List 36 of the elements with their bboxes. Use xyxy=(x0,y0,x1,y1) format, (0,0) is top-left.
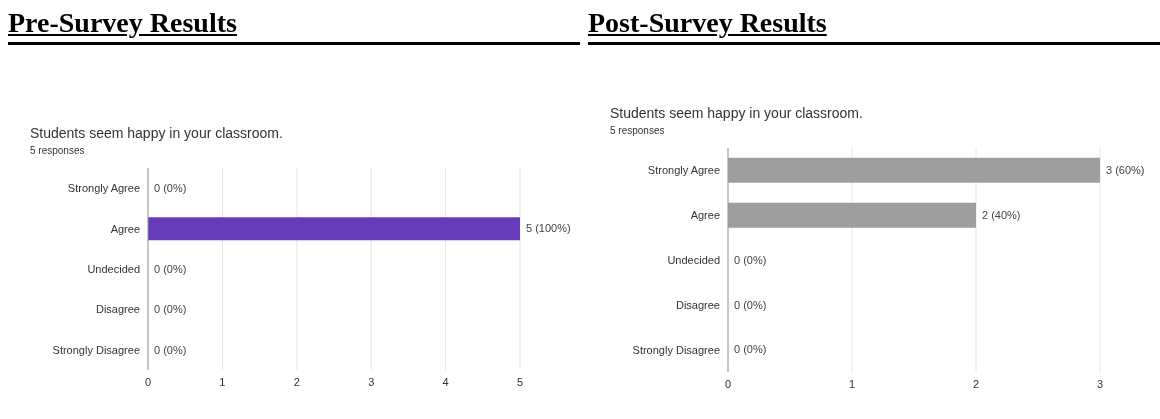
y-tick-label: Strongly Agree xyxy=(647,164,720,177)
y-tick-label: Disagree xyxy=(675,298,720,311)
text: 5 responses xyxy=(30,145,86,156)
x-tick-label: 1 xyxy=(219,375,226,388)
chart-title: Post-Survey Results xyxy=(588,7,1160,45)
data-label: 0 (0%) xyxy=(154,182,187,195)
chart-subtitle: Students seem happy in your classroom. xyxy=(30,125,284,141)
chart-subtitle: Students seem happy in your classroom. xyxy=(610,105,864,121)
text: 5 responses xyxy=(610,125,666,136)
x-tick-label: 1 xyxy=(848,377,856,390)
x-tick-label: 3 xyxy=(368,375,375,388)
y-tick-label: Strongly Disagree xyxy=(52,343,140,356)
y-tick-label: Disagree xyxy=(95,303,140,316)
x-tick-label: 3 xyxy=(1096,377,1104,390)
x-tick-label: 5 xyxy=(516,375,524,388)
data-label: 5 (100%) xyxy=(526,222,571,235)
y-tick-label: Undecided xyxy=(87,262,140,275)
data-label: 2 (40%) xyxy=(982,209,1021,222)
y-tick-label: Agree xyxy=(110,222,140,235)
x-tick-label: 0 xyxy=(724,377,732,390)
y-tick-label: Agree xyxy=(690,209,720,222)
data-label: 0 (0%) xyxy=(734,343,767,356)
x-tick-label: 2 xyxy=(293,375,300,388)
data-label: 0 (0%) xyxy=(154,262,187,275)
x-tick-label: 4 xyxy=(442,375,449,388)
data-label: 0 (0%) xyxy=(154,303,187,316)
data-label: 3 (60%) xyxy=(1106,164,1145,177)
data-label: 0 (0%) xyxy=(154,343,187,356)
x-tick-label: 2 xyxy=(972,377,980,390)
chart-title: Pre-Survey Results xyxy=(8,7,580,45)
y-tick-label: Strongly Agree xyxy=(67,182,140,195)
y-tick-label: Undecided xyxy=(667,253,720,266)
data-label: 0 (0%) xyxy=(734,253,767,266)
y-tick-label: Strongly Disagree xyxy=(632,343,720,356)
x-tick-label: 0 xyxy=(144,375,152,388)
data-label: 0 (0%) xyxy=(734,298,767,311)
